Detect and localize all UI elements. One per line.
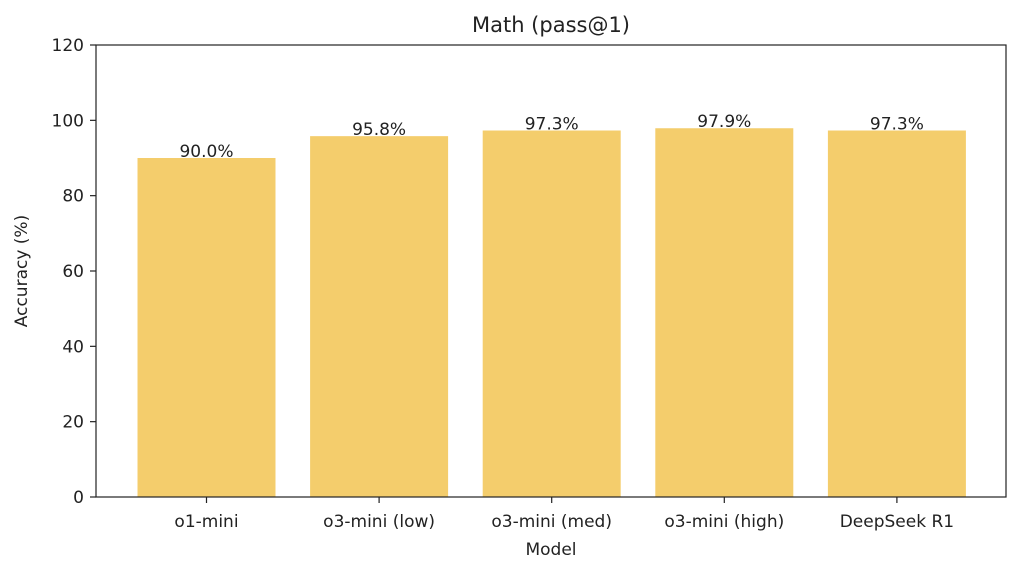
y-axis: 0 20 40 60 80 100 120 bbox=[52, 36, 96, 508]
x-tick-label: o3-mini (low) bbox=[323, 512, 435, 532]
x-tick-label: DeepSeek R1 bbox=[840, 512, 954, 532]
data-label: 97.3% bbox=[525, 115, 579, 135]
x-tick-label: o3-mini (med) bbox=[491, 512, 612, 532]
data-label: 97.3% bbox=[870, 115, 924, 135]
bar-deepseek-r1 bbox=[827, 130, 966, 497]
y-tick-label: 100 bbox=[52, 111, 84, 131]
x-tick-label: o1-mini bbox=[174, 512, 238, 532]
bar-o3-mini-low bbox=[310, 136, 449, 498]
bar-o3-mini-med bbox=[482, 130, 621, 497]
y-tick-label: 20 bbox=[62, 413, 84, 433]
x-axis: o1-mini o3-mini (low) o3-mini (med) o3-mini… bbox=[174, 497, 954, 532]
y-tick-label: 40 bbox=[62, 337, 84, 357]
y-tick-label: 60 bbox=[62, 262, 84, 282]
data-label: 90.0% bbox=[179, 142, 233, 162]
x-tick-label: o3-mini (high) bbox=[664, 512, 784, 532]
data-label-group: 90.0% 95.8% 97.3% 97.9% 97.3% bbox=[179, 112, 923, 162]
x-axis-title: Model bbox=[525, 540, 576, 560]
chart-title: Math (pass@1) bbox=[472, 13, 630, 37]
bar-o3-mini-high bbox=[655, 128, 794, 497]
y-tick-label: 120 bbox=[52, 36, 84, 56]
bar-group bbox=[137, 128, 966, 498]
data-label: 95.8% bbox=[352, 120, 406, 140]
y-axis-title: Accuracy (%) bbox=[12, 215, 32, 327]
y-tick-label: 0 bbox=[73, 488, 84, 508]
y-tick-label: 80 bbox=[62, 187, 84, 207]
data-label: 97.9% bbox=[697, 112, 751, 132]
bar-o1-mini bbox=[137, 158, 276, 497]
